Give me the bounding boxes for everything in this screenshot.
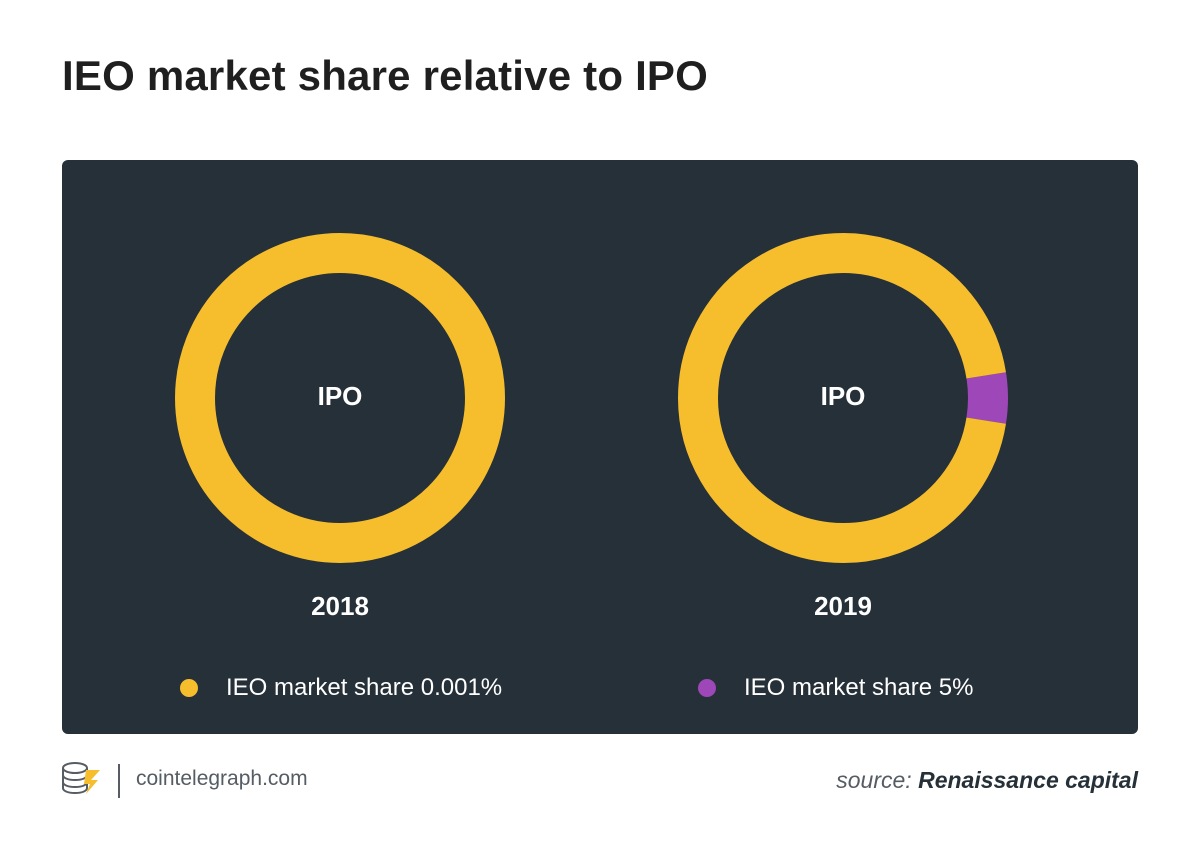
donut-chart-2019: [678, 233, 1008, 563]
donut-2018-center-label: IPO: [318, 381, 363, 411]
footer-source-prefix: source:: [836, 767, 912, 793]
donut-charts-canvas: IPO 2018 IPO 2019: [174, 233, 1008, 621]
legend-swatch-ieo-color: [698, 679, 716, 697]
donut-slice-2019-ipo: [678, 233, 1006, 563]
footer-source-name: Renaissance capital: [918, 767, 1138, 793]
donut-chart-2018: [174, 233, 506, 563]
legend-label-2018: IEO market share 0.001%: [226, 674, 503, 701]
legend-swatch-ipo-color: [180, 679, 198, 697]
legend-label-2019: IEO market share 5%: [744, 674, 974, 701]
donut-slice-2019-ieo: [966, 372, 1008, 424]
legend-item-2018: IEO market share 0.001%: [180, 674, 502, 702]
chart-panel: IPO 2018 IPO 2019 IEO market share 0.001…: [62, 160, 1138, 734]
footer-source: source: Renaissance capital: [836, 767, 1138, 794]
footer-divider: [118, 764, 120, 798]
footer-site-name: cointelegraph.com: [136, 767, 308, 790]
legend-item-2019: IEO market share 5%: [698, 674, 973, 702]
donut-2018-year-label: 2018: [311, 591, 369, 621]
donut-2019-center-label: IPO: [821, 381, 866, 411]
chart-title: IEO market share relative to IPO: [62, 52, 709, 99]
cointelegraph-logo-icon: [62, 762, 100, 795]
donut-2019-year-label: 2019: [814, 591, 872, 621]
donut-slice-2018-ipo: [174, 233, 505, 563]
